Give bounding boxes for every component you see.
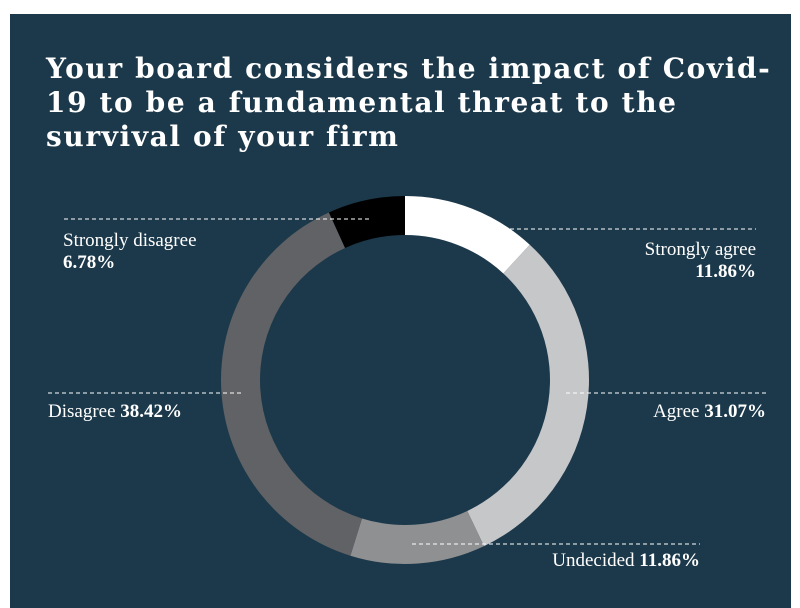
slice-value: 11.86% (639, 550, 700, 571)
label-strongly-agree: Strongly agree 11.86% (645, 239, 756, 283)
slice-value: 38.42% (120, 401, 183, 422)
label-agree: Agree 31.07% (653, 401, 766, 423)
label-disagree: Disagree 38.42% (48, 401, 182, 423)
chart-panel (10, 14, 791, 608)
slice-agree (467, 244, 589, 547)
slice-name: Strongly agree (644, 239, 756, 260)
slice-strongly-disagree (328, 196, 405, 248)
slice-value: 11.86% (695, 261, 756, 282)
leader-lines (48, 218, 766, 545)
slice-value: 31.07% (704, 401, 766, 422)
slice-disagree (221, 212, 362, 556)
label-undecided: Undecided 11.86% (552, 550, 700, 572)
label-strongly-disagree: Strongly disagree 6.78% (63, 230, 197, 274)
slice-strongly-agree (405, 196, 530, 274)
slice-value: 6.78% (63, 252, 116, 273)
slice-undecided (350, 510, 485, 564)
chart-title: Your board considers the impact of Covid… (46, 52, 772, 153)
slice-name: Agree (653, 401, 700, 422)
slice-name: Disagree (48, 401, 116, 422)
donut-slices (221, 196, 589, 564)
slice-name: Strongly disagree (63, 230, 197, 251)
slice-name: Undecided (552, 550, 635, 571)
